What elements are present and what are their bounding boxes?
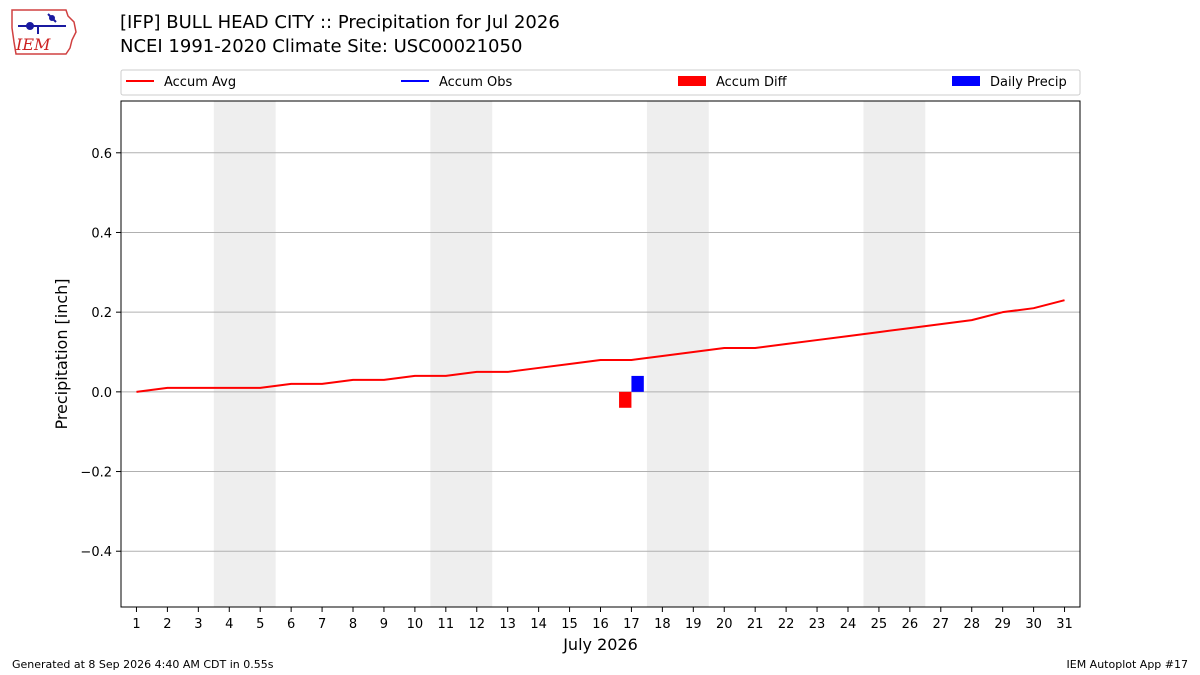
xtick-label: 27 [933,617,950,632]
x-axis-label: July 2026 [562,635,638,654]
xtick-label: 24 [840,617,857,632]
ytick-label: 0.2 [91,306,112,321]
xtick-label: 2 [163,617,171,632]
xtick-label: 13 [499,617,516,632]
xtick-label: 3 [194,617,202,632]
xtick-label: 28 [963,617,980,632]
legend-label-accum-diff: Accum Diff [716,75,788,90]
daily-precip-bar [631,375,644,392]
legend-swatch-accum-diff [678,76,706,86]
chart-title: [IFP] BULL HEAD CITY :: Precipitation fo… [120,12,560,33]
xtick-label: 21 [747,617,764,632]
legend-swatch-daily-precip [952,76,980,86]
xtick-label: 10 [407,617,424,632]
xtick-label: 18 [654,617,671,632]
xtick-label: 16 [592,617,609,632]
xtick-label: 30 [1025,617,1042,632]
ytick-label: 0.6 [91,147,112,162]
ytick-label: −0.4 [80,545,112,560]
xtick-label: 11 [438,617,455,632]
xtick-label: 25 [871,617,888,632]
xtick-label: 15 [561,617,578,632]
legend-label-accum-obs: Accum Obs [439,75,512,90]
logo-text: IEM [15,35,51,54]
xtick-label: 8 [349,617,357,632]
legend-label-accum-avg: Accum Avg [164,75,236,90]
xtick-label: 17 [623,617,640,632]
ytick-label: 0.0 [91,386,112,401]
xtick-label: 7 [318,617,326,632]
y-axis-label: Precipitation [inch] [52,278,71,429]
app-credit: IEM Autoplot App #17 [1066,658,1189,671]
plot-area: −0.4−0.20.00.20.40.61 2 3 4 5 6 7 8 9 10 11 12 13 14 1… [52,100,1081,654]
xtick-label: 31 [1056,617,1073,632]
xtick-label: 22 [778,617,795,632]
xtick-label: 29 [994,617,1011,632]
xtick-label: 9 [380,617,388,632]
accum-diff-bar [619,391,632,408]
weekend-band-1 [430,101,493,607]
xtick-label: 14 [530,617,547,632]
xtick-label: 23 [809,617,826,632]
xtick-label: 12 [468,617,485,632]
xtick-label: 6 [287,617,295,632]
weather-station-icon [18,13,66,34]
xtick-label: 4 [225,617,233,632]
ytick-label: −0.2 [80,466,112,481]
plot-frame [120,100,1081,608]
weekend-band-0 [213,101,276,607]
xtick-label: 19 [685,617,702,632]
iem-logo: IEM [11,9,77,55]
generated-timestamp: Generated at 8 Sep 2026 4:40 AM CDT in 0… [12,658,274,671]
weekend-band-3 [863,101,926,607]
legend-label-daily-precip: Daily Precip [990,75,1067,90]
chart-legend: Accum Avg Accum Obs Accum Diff Daily Precip [120,69,1081,96]
chart-subtitle: NCEI 1991-2020 Climate Site: USC00021050 [120,36,523,57]
legend-frame [120,69,1081,96]
ytick-label: 0.4 [91,226,112,241]
iowa-outline-icon [11,9,77,55]
xtick-label: 20 [716,617,733,632]
xtick-label: 26 [902,617,919,632]
accum-avg-line [136,299,1065,393]
xtick-label: 1 [132,617,140,632]
xtick-label: 5 [256,617,264,632]
